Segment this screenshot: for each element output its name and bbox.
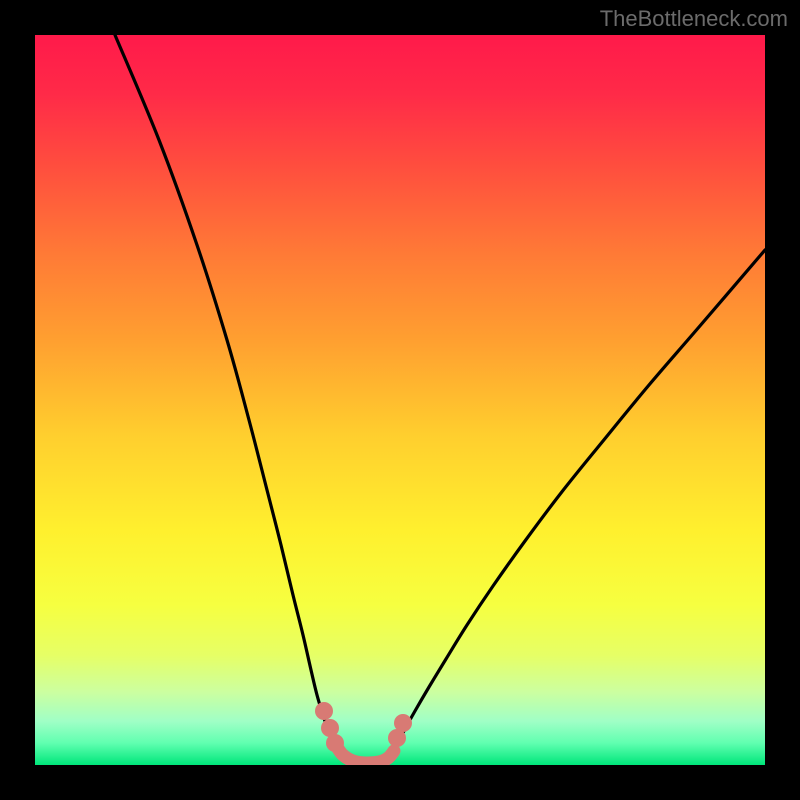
plot-area [35, 35, 765, 765]
data-marker [315, 702, 333, 720]
data-marker [326, 734, 344, 752]
data-markers [35, 35, 765, 765]
chart-frame: TheBottleneck.com [0, 0, 800, 800]
data-marker [394, 714, 412, 732]
watermark-text: TheBottleneck.com [600, 6, 788, 32]
